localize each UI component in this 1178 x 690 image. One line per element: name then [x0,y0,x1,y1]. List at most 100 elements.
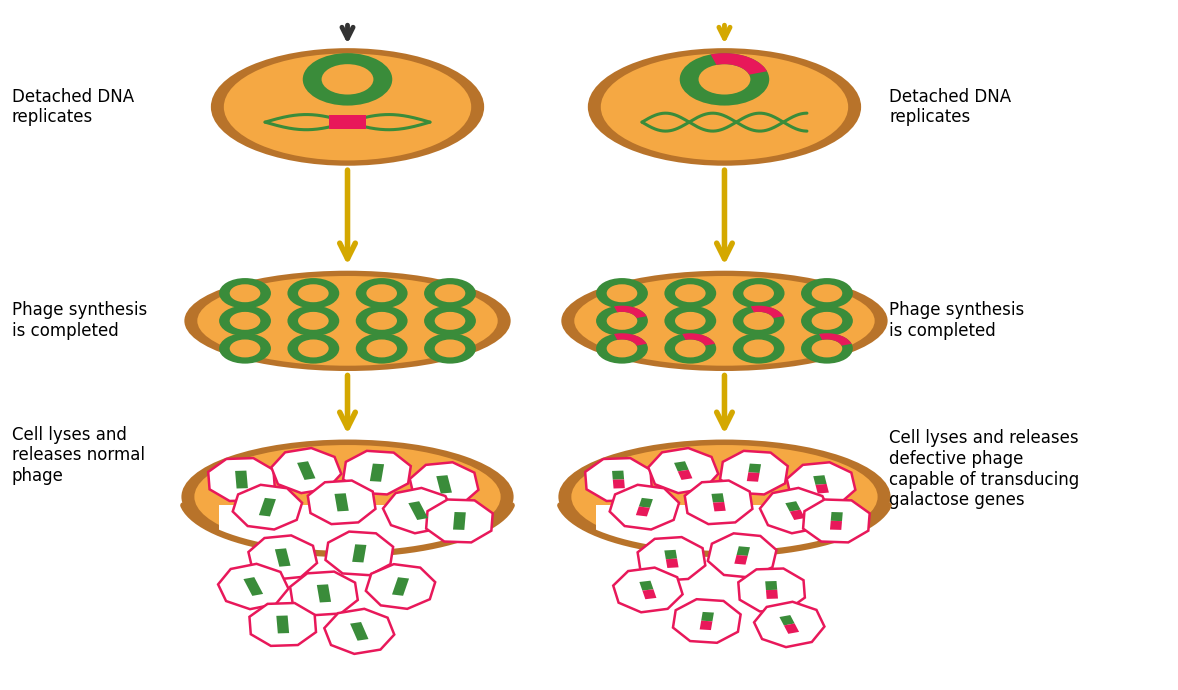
Polygon shape [218,564,289,609]
Polygon shape [701,612,714,621]
Circle shape [607,339,637,357]
Polygon shape [787,462,855,506]
Circle shape [287,278,339,308]
Polygon shape [830,512,842,521]
Polygon shape [803,500,869,542]
Polygon shape [410,462,478,506]
Circle shape [675,312,706,330]
Polygon shape [830,521,842,530]
Circle shape [733,333,785,364]
Circle shape [356,278,408,308]
Polygon shape [209,458,274,501]
Polygon shape [710,53,767,75]
Polygon shape [352,544,366,562]
Polygon shape [259,498,276,516]
Circle shape [219,278,271,308]
Polygon shape [244,577,263,596]
Polygon shape [815,484,829,493]
Polygon shape [783,624,799,634]
Polygon shape [674,461,689,471]
Circle shape [356,306,408,336]
Circle shape [322,64,373,95]
Polygon shape [748,464,761,473]
Circle shape [298,339,329,357]
Polygon shape [614,333,647,346]
Circle shape [675,284,706,302]
Text: Phage synthesis
is completed: Phage synthesis is completed [889,302,1025,340]
Polygon shape [277,615,289,633]
Circle shape [664,278,716,308]
Circle shape [801,278,853,308]
Polygon shape [677,470,693,480]
Circle shape [366,339,397,357]
Circle shape [733,306,785,336]
Circle shape [435,312,465,330]
Polygon shape [766,590,777,599]
Polygon shape [789,510,805,520]
Circle shape [699,64,750,95]
Polygon shape [712,493,724,502]
Circle shape [801,333,853,364]
Polygon shape [734,555,748,564]
Ellipse shape [558,440,891,554]
Polygon shape [750,306,783,318]
Text: Cell lyses and
releases normal
phage: Cell lyses and releases normal phage [12,426,145,485]
Polygon shape [648,448,719,493]
Polygon shape [614,306,647,318]
Circle shape [812,284,842,302]
Ellipse shape [184,270,511,371]
Polygon shape [366,564,435,609]
Text: Detached DNA
replicates: Detached DNA replicates [12,88,134,126]
Circle shape [356,333,408,364]
Circle shape [675,339,706,357]
Circle shape [219,306,271,336]
Circle shape [664,306,716,336]
Polygon shape [307,480,376,524]
Polygon shape [684,480,753,524]
Circle shape [230,312,260,330]
Polygon shape [350,622,369,641]
Circle shape [303,53,392,106]
Ellipse shape [197,276,497,366]
Polygon shape [673,599,741,643]
Polygon shape [613,480,624,489]
Polygon shape [290,571,358,615]
Polygon shape [426,500,492,542]
Polygon shape [250,603,316,646]
Polygon shape [637,537,706,581]
Ellipse shape [601,54,848,161]
Polygon shape [317,584,331,602]
Circle shape [287,306,339,336]
Polygon shape [454,512,465,530]
Polygon shape [713,502,726,511]
Polygon shape [786,501,801,511]
Polygon shape [613,471,624,480]
Circle shape [435,284,465,302]
Circle shape [596,333,648,364]
Circle shape [743,339,774,357]
Circle shape [812,339,842,357]
Circle shape [607,312,637,330]
Polygon shape [666,559,679,568]
Polygon shape [747,473,760,482]
Polygon shape [636,506,650,516]
Circle shape [366,284,397,302]
Circle shape [801,306,853,336]
Polygon shape [271,448,342,493]
Circle shape [596,306,648,336]
Polygon shape [383,488,454,533]
Polygon shape [236,471,247,489]
Circle shape [230,284,260,302]
Polygon shape [610,485,679,529]
Polygon shape [739,569,805,611]
Polygon shape [343,451,411,495]
Polygon shape [780,615,795,625]
Circle shape [743,284,774,302]
Polygon shape [813,475,827,485]
Polygon shape [642,589,656,599]
Polygon shape [233,485,302,529]
Polygon shape [249,535,317,580]
Circle shape [607,284,637,302]
Circle shape [435,339,465,357]
Polygon shape [370,464,384,482]
